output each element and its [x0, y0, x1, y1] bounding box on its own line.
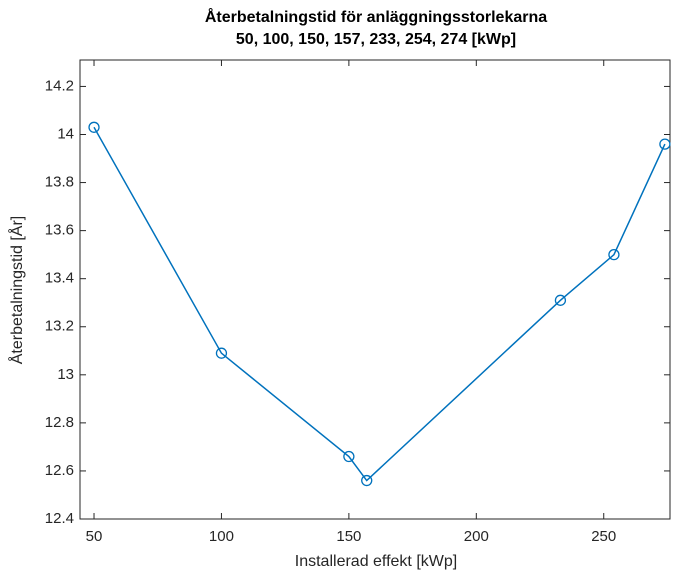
chart-title-line: Återbetalningstid för anläggningsstorlek…: [205, 7, 547, 26]
x-tick-label: 250: [591, 528, 616, 545]
y-tick-label: 12.6: [45, 462, 74, 479]
y-tick-label: 14: [57, 125, 74, 142]
x-tick-label: 100: [209, 528, 234, 545]
y-tick-label: 14.2: [45, 77, 74, 94]
y-tick-label: 13.2: [45, 318, 74, 335]
data-marker: [608, 249, 620, 261]
data-marker: [88, 121, 100, 133]
data-marker: [343, 450, 355, 463]
data-marker: [215, 347, 228, 359]
y-tick-label: 12.4: [45, 510, 74, 527]
chart-title-line: 50, 100, 150, 157, 233, 254, 274 [kWp]: [236, 31, 516, 48]
x-axis-label: Installerad effekt [kWp]: [295, 553, 457, 570]
x-tick-label: 200: [464, 528, 489, 545]
x-tick-label: 150: [336, 528, 361, 545]
y-tick-label: 13.4: [45, 270, 74, 287]
y-tick-label: 13.6: [45, 222, 74, 239]
y-tick-label: 13.8: [45, 174, 74, 191]
x-tick-label: 50: [86, 528, 103, 545]
data-marker: [361, 474, 373, 487]
data-line: [93, 126, 666, 482]
plot-area: [79, 59, 671, 520]
y-axis-label: Återbetalningstid [År]: [7, 216, 26, 365]
data-marker: [554, 294, 567, 306]
data-marker: [659, 138, 671, 150]
y-tick-label: 13: [57, 366, 74, 383]
y-tick-label: 12.8: [45, 414, 74, 431]
